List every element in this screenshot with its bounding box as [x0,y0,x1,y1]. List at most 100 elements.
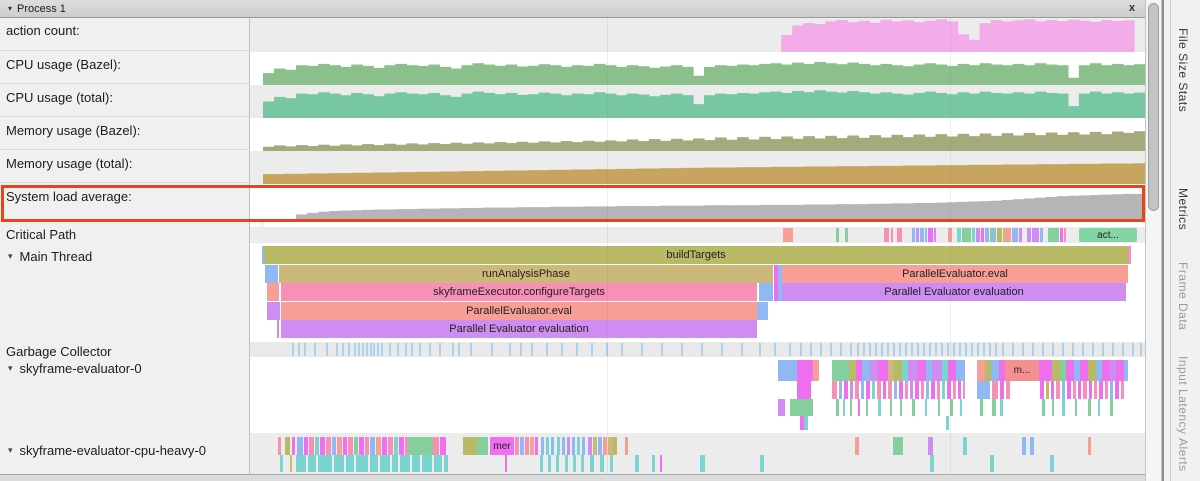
gc-tick[interactable] [1032,343,1034,356]
evaluator-slice[interactable] [938,399,940,416]
cpu-heavy-slice[interactable] [567,437,570,455]
gc-tick[interactable] [774,343,776,356]
evaluator-slice[interactable] [956,360,965,381]
critical-path-event-tick[interactable] [962,228,971,242]
gc-tick[interactable] [1072,343,1074,356]
cpu-heavy-slice[interactable] [463,437,477,455]
evaluator-slice[interactable] [858,399,860,416]
evaluator-slice[interactable] [950,399,953,416]
gc-tick[interactable] [362,343,364,356]
gc-tick[interactable] [358,343,360,356]
critical-path-event-tick[interactable] [1003,228,1005,242]
critical-path-event-tick[interactable] [981,228,984,242]
gc-tick[interactable] [439,343,441,356]
gc-tick[interactable] [606,343,608,356]
evaluator-slice[interactable] [894,360,902,381]
cpu-heavy-slice[interactable] [356,455,368,472]
evaluator-slice[interactable] [947,381,951,399]
evaluator-slice[interactable] [1062,399,1065,416]
area-chart-action[interactable] [263,18,1145,52]
cpu-heavy-slice[interactable] [292,437,295,455]
evaluator-slice[interactable] [946,416,949,430]
gc-tick[interactable] [348,343,350,356]
evaluator-slice[interactable] [850,399,852,416]
area-chart-cpu_total[interactable] [263,85,1145,118]
cpu-heavy-slice[interactable] [613,437,617,455]
evaluator-slice[interactable] [836,399,839,416]
gc-tick[interactable] [857,343,859,356]
gc-tick[interactable] [1082,343,1084,356]
evaluator-slice[interactable] [1000,399,1003,416]
evaluator-slice[interactable] [1089,381,1092,399]
gc-tick[interactable] [561,343,563,356]
cpu-heavy-slice[interactable] [285,437,290,455]
cpu-heavy-slice[interactable] [334,455,344,472]
cpu-heavy-slice[interactable] [290,455,292,472]
evaluator-slice[interactable] [1052,399,1054,416]
cpu-heavy-slice[interactable] [530,437,534,455]
gc-tick[interactable] [929,343,931,356]
cpu-heavy-slice[interactable] [405,437,408,455]
evaluator-slice[interactable] [1051,381,1054,399]
evaluator-slice[interactable] [1060,360,1066,381]
gc-tick[interactable] [959,343,961,356]
evaluator-slice[interactable] [908,360,918,381]
cpu-heavy-slice[interactable] [556,455,559,472]
cpu-heavy-slice[interactable] [278,437,281,455]
evaluator-slice[interactable] [861,381,864,399]
gc-tick[interactable] [1122,343,1124,356]
gc-tick[interactable] [298,343,300,356]
evaluator-slice[interactable] [849,360,856,381]
gc-tick[interactable] [576,343,578,356]
evaluator-slice[interactable] [931,381,935,399]
cpu-heavy-slice[interactable] [320,437,325,455]
flame-slice[interactable]: ParallelEvaluator.eval [782,265,1128,283]
cpu-heavy-slice[interactable] [505,455,507,472]
cpu-heavy-slice[interactable] [557,437,560,455]
cpu-heavy-slice[interactable] [332,437,336,455]
event-badge[interactable]: act... [1079,228,1137,242]
cpu-heavy-slice[interactable] [392,455,398,472]
cpu-heavy-slice[interactable] [376,437,381,455]
cpu-heavy-slice[interactable] [280,455,283,472]
flame-slice[interactable] [1128,246,1131,264]
gc-tick[interactable] [458,343,460,356]
evaluator-slice[interactable] [890,399,892,416]
cpu-heavy-slice[interactable]: mer [490,437,514,455]
cpu-heavy-slice[interactable] [535,437,538,455]
evaluator-slice[interactable] [1102,360,1110,381]
cpu-heavy-slice[interactable] [308,455,316,472]
flame-slice[interactable]: ParallelEvaluator.eval [281,302,757,320]
flame-slice[interactable] [774,283,778,301]
cpu-heavy-slice[interactable] [581,455,584,472]
evaluator-slice[interactable] [1110,399,1113,416]
collapse-arrow-icon[interactable]: ▾ [8,362,13,373]
evaluator-slice[interactable] [960,399,962,416]
gc-tick[interactable] [971,343,973,356]
evaluator-slice[interactable] [1115,381,1119,399]
evaluator-slice[interactable] [918,360,926,381]
cpu-heavy-slice[interactable] [370,437,375,455]
evaluator-slice[interactable] [1105,381,1108,399]
evaluator-slice[interactable] [1121,381,1124,399]
cpu-heavy-slice[interactable] [297,437,303,455]
gc-tick[interactable] [354,343,356,356]
flame-slice[interactable] [757,302,768,320]
gc-tick[interactable] [304,343,306,356]
gc-tick[interactable] [531,343,533,356]
evaluator-slice[interactable] [985,360,991,381]
evaluator-slice[interactable] [932,360,942,381]
evaluator-slice[interactable]: m... [1005,360,1039,381]
evaluator-slice[interactable] [878,399,881,416]
critical-path-event-tick[interactable] [1032,228,1039,242]
critical-path-event-tick[interactable] [912,228,915,242]
timeline-area[interactable]: act... buildTargets runAnalysisPhase Parall… [250,18,1145,474]
evaluator-slice[interactable] [905,381,908,399]
cpu-heavy-slice[interactable] [562,437,565,455]
evaluator-slice[interactable] [1062,381,1065,399]
area-chart-mem_total[interactable] [263,151,1145,184]
evaluator-slice[interactable] [942,381,945,399]
evaluator-slice[interactable] [921,381,924,399]
critical-path-event-tick[interactable] [925,228,927,242]
flame-slice[interactable]: Parallel Evaluator evaluation [281,320,757,338]
